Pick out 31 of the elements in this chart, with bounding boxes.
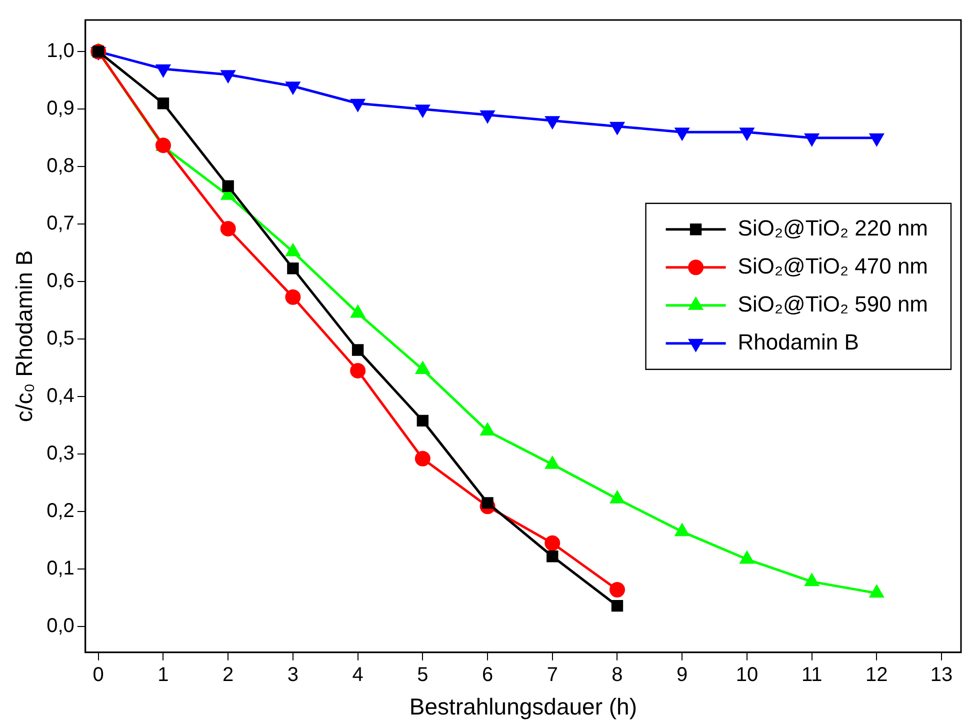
x-tick-label: 10 xyxy=(736,664,758,686)
y-tick-label: 0,8 xyxy=(46,155,74,178)
y-tick-label: 0,6 xyxy=(46,270,74,292)
y-tick-label: 0,3 xyxy=(46,442,74,465)
x-tick-label: 8 xyxy=(612,664,623,686)
y-tick-label: 0,2 xyxy=(46,500,74,522)
x-tick-label: 2 xyxy=(222,664,234,686)
x-tick-label: 12 xyxy=(866,664,888,686)
x-tick-label: 0 xyxy=(92,664,104,686)
x-tick-label: 5 xyxy=(417,664,428,686)
y-tick-label: 0,5 xyxy=(46,328,74,350)
x-tick-label: 11 xyxy=(801,664,822,686)
x-tick-label: 6 xyxy=(482,664,494,686)
y-tick-label: 0,7 xyxy=(46,212,74,235)
legend-label: SiO₂@TiO₂ 470 nm xyxy=(738,253,928,278)
y-tick-label: 0,4 xyxy=(46,385,74,408)
x-tick-label: 9 xyxy=(676,664,688,686)
legend-label: SiO₂@TiO₂ 590 nm xyxy=(738,291,928,316)
y-axis-title: c/c₀ Rhodamin B xyxy=(11,250,38,422)
x-tick-label: 7 xyxy=(546,664,558,686)
x-tick-label: 3 xyxy=(287,664,299,686)
y-tick-label: 1,0 xyxy=(46,40,74,62)
x-tick-label: 4 xyxy=(352,664,364,686)
y-tick-label: 0,1 xyxy=(46,558,74,580)
y-tick-label: 0,0 xyxy=(46,615,74,638)
x-tick-label: 13 xyxy=(930,664,953,686)
x-tick-label: 1 xyxy=(158,664,169,686)
x-axis-title: Bestrahlungsdauer (h) xyxy=(409,694,637,720)
y-tick-label: 0,9 xyxy=(46,98,74,120)
legend-label: SiO₂@TiO₂ 220 nm xyxy=(738,215,928,240)
legend-label: Rhodamin B xyxy=(738,329,859,354)
